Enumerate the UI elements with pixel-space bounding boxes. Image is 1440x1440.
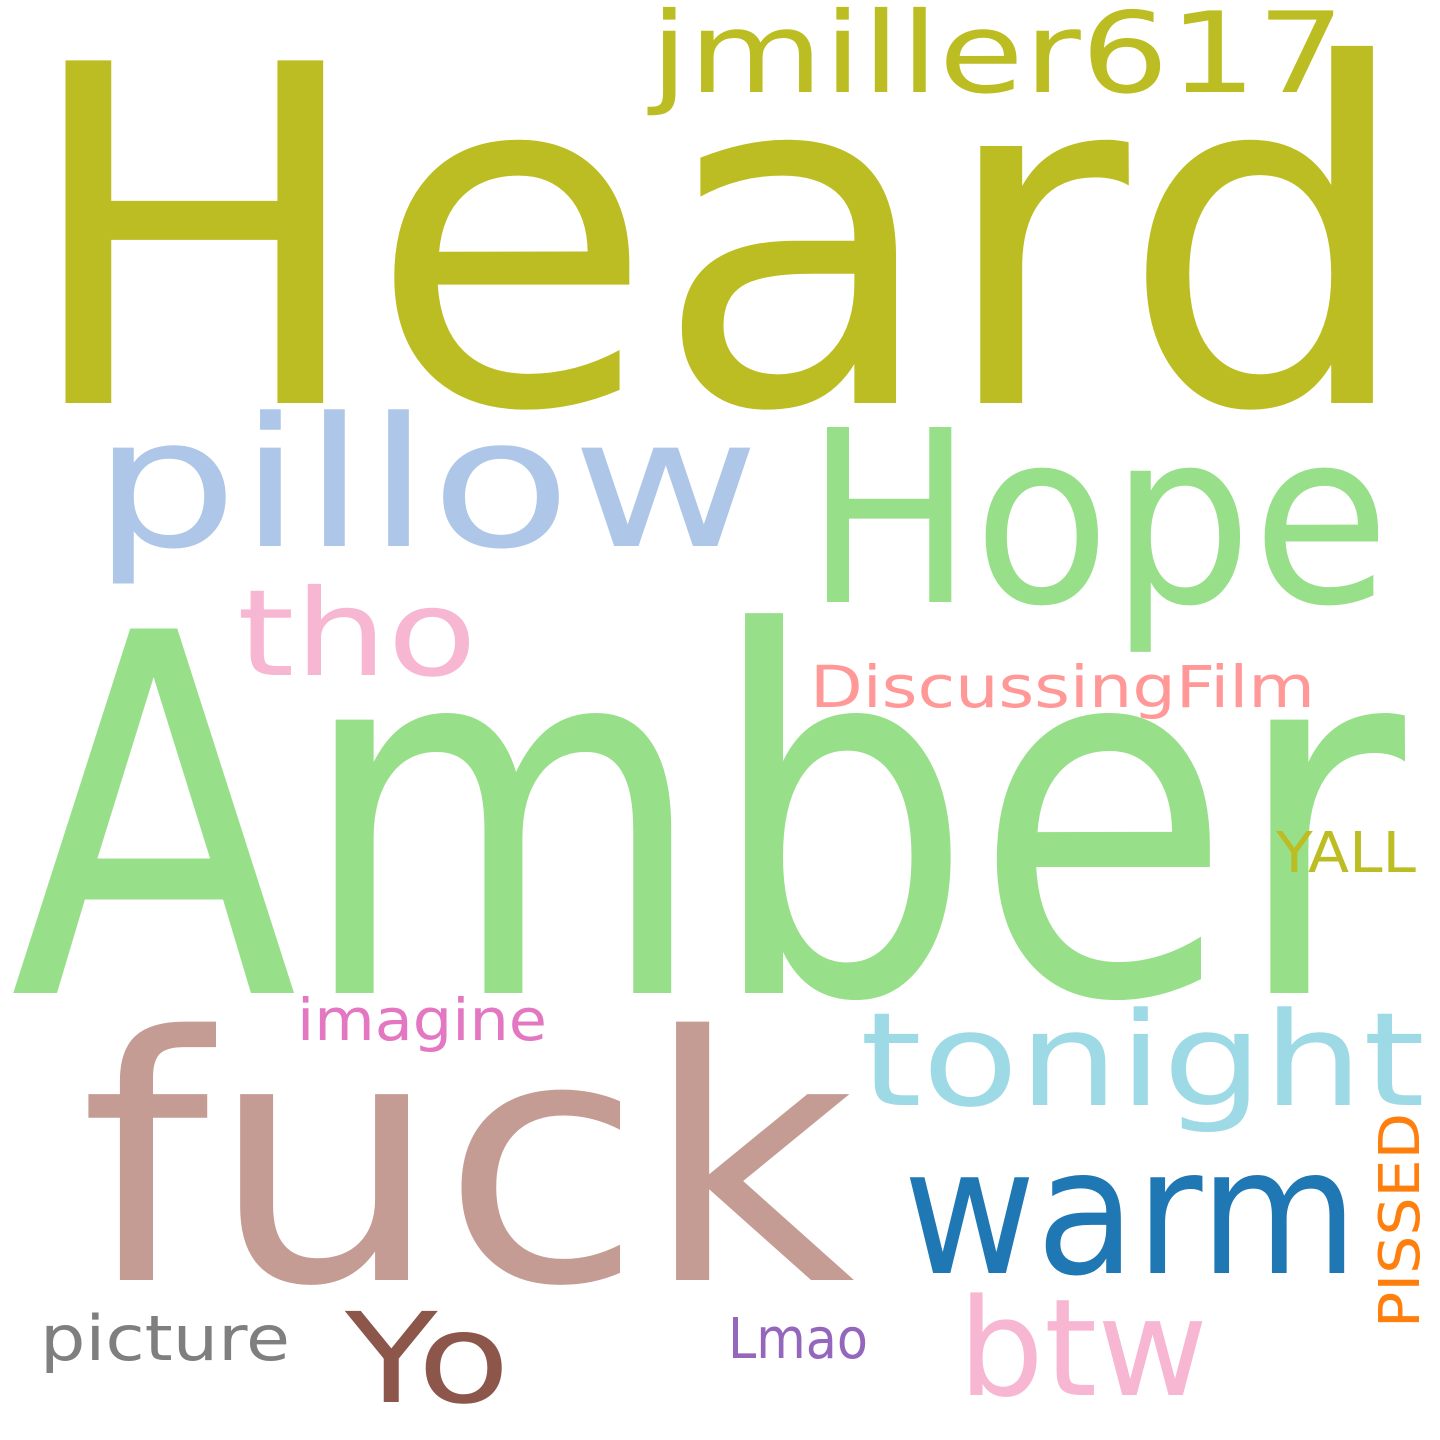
word-yo: Yo <box>344 1287 510 1432</box>
word-fuck: fuck <box>80 965 855 1361</box>
word-heard: Heard <box>20 0 1415 514</box>
word-imagine: imagine <box>297 986 547 1054</box>
word-amber: Amber <box>10 529 1410 1111</box>
word-yall: YALL <box>1275 821 1416 886</box>
word-warm: warm <box>903 1112 1358 1315</box>
word-tonight: tonight <box>860 984 1425 1136</box>
word-pillow: pillow <box>92 380 760 589</box>
word-pissed: PISSED <box>1368 1113 1433 1328</box>
word-btw: btw <box>958 1270 1208 1427</box>
word-hope: Hope <box>805 379 1390 659</box>
word-tho: tho <box>237 565 477 704</box>
word-jmiller617: jmiller617 <box>646 0 1345 119</box>
word-lmao: Lmao <box>728 1307 868 1372</box>
word-discussingfilm: DiscussingFilm <box>810 653 1315 721</box>
word-picture: picture <box>40 1302 290 1375</box>
